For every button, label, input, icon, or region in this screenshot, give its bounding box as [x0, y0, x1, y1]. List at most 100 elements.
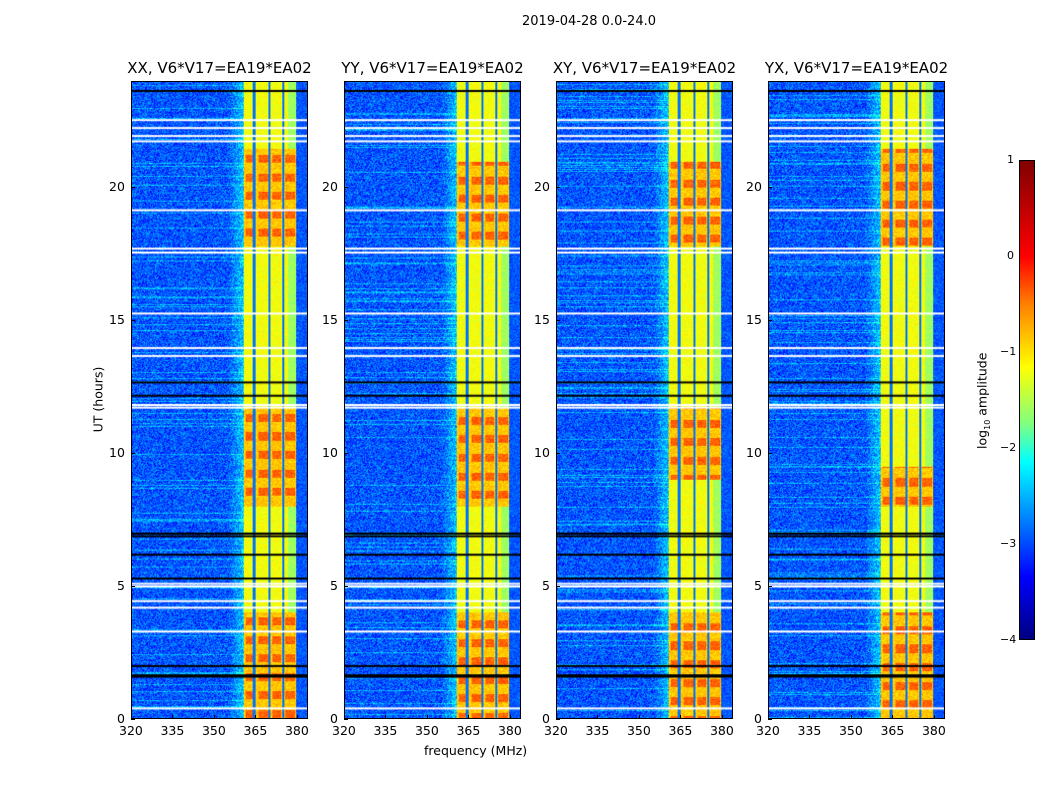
y-tick-mark: [768, 453, 772, 455]
x-tick-mark: [172, 715, 174, 719]
y-tick-mark: [344, 320, 348, 322]
y-tick-label: 0: [117, 711, 125, 726]
figure-title: 2019-04-28 0.0-24.0: [522, 14, 656, 29]
x-tick-mark: [213, 715, 215, 719]
y-tick-mark: [131, 719, 135, 720]
spectrogram-panel: [768, 81, 945, 719]
y-tick-mark: [131, 586, 135, 588]
x-tick-label: 365: [456, 723, 481, 738]
x-tick-label: 365: [880, 723, 905, 738]
colorbar-tick-label: −3: [1000, 537, 1017, 550]
x-tick-mark: [680, 715, 682, 719]
x-tick-mark: [721, 715, 723, 719]
colorbar-label: log10 amplitude: [974, 352, 992, 449]
y-tick-label: 5: [330, 578, 338, 594]
y-tick-mark: [344, 586, 348, 588]
x-tick-mark: [768, 715, 769, 719]
x-tick-label: 350: [201, 723, 226, 738]
y-tick-label: 10: [109, 445, 125, 461]
panel-title: YX, V6*V17=EA19*EA02: [764, 59, 949, 77]
x-tick-mark: [597, 715, 599, 719]
spectrogram-heatmap: [557, 82, 732, 718]
y-tick-label: 0: [754, 711, 762, 726]
x-tick-mark: [385, 715, 387, 719]
y-tick-mark: [344, 187, 348, 189]
y-tick-label: 5: [754, 578, 762, 594]
colorbar-tick-label: −2: [1000, 441, 1017, 454]
x-tick-label: 335: [160, 723, 185, 738]
y-tick-label: 5: [117, 578, 125, 594]
x-tick-label: 335: [585, 723, 610, 738]
y-tick-mark: [131, 187, 135, 189]
y-tick-mark: [344, 719, 348, 720]
y-tick-label: 0: [330, 711, 338, 726]
spectrogram-panel: [131, 81, 308, 719]
x-tick-label: 365: [243, 723, 268, 738]
y-tick-mark: [556, 719, 560, 720]
y-tick-label: 20: [322, 179, 338, 195]
x-tick-label: 350: [414, 723, 439, 738]
spectrogram-panel: [344, 81, 521, 719]
x-tick-label: 365: [668, 723, 693, 738]
y-tick-mark: [556, 453, 560, 455]
colorbar-tick-label: 0: [1007, 249, 1014, 262]
y-tick-label: 10: [746, 445, 762, 461]
spectrogram-panel: [556, 81, 733, 719]
y-tick-mark: [556, 187, 560, 189]
x-tick-mark: [892, 715, 894, 719]
y-tick-mark: [768, 320, 772, 322]
x-tick-label: 350: [626, 723, 651, 738]
y-tick-mark: [768, 719, 772, 720]
x-tick-mark: [809, 715, 811, 719]
y-axis-label: UT (hours): [90, 366, 106, 433]
x-tick-mark: [426, 715, 428, 719]
y-tick-label: 0: [542, 711, 550, 726]
x-tick-mark: [509, 715, 511, 719]
y-tick-mark: [131, 453, 135, 455]
y-tick-label: 15: [746, 312, 762, 328]
y-tick-label: 10: [322, 445, 338, 461]
y-tick-mark: [344, 453, 348, 455]
y-tick-label: 15: [534, 312, 550, 328]
y-tick-label: 10: [534, 445, 550, 461]
colorbar: [1019, 160, 1035, 640]
y-tick-label: 20: [534, 179, 550, 195]
colorbar-tick-label: 1: [1007, 153, 1014, 166]
x-tick-label: 320: [332, 723, 356, 738]
x-tick-label: 335: [797, 723, 822, 738]
panel-title: XX, V6*V17=EA19*EA02: [127, 59, 312, 77]
x-tick-mark: [255, 715, 257, 719]
x-tick-label: 380: [921, 723, 946, 738]
panel-title: YY, V6*V17=EA19*EA02: [341, 59, 524, 77]
y-tick-label: 15: [322, 312, 338, 328]
x-tick-label: 320: [119, 723, 143, 738]
x-tick-label: 320: [756, 723, 780, 738]
y-tick-mark: [131, 320, 135, 322]
x-tick-mark: [468, 715, 470, 719]
x-tick-mark: [850, 715, 852, 719]
spectrogram-heatmap: [345, 82, 520, 718]
colorbar-tick-label: −1: [1000, 345, 1017, 358]
x-tick-mark: [638, 715, 640, 719]
y-tick-mark: [768, 187, 772, 189]
spectrogram-heatmap: [769, 82, 944, 718]
x-tick-mark: [933, 715, 935, 719]
x-axis-label: frequency (MHz): [424, 743, 528, 758]
spectrogram-heatmap: [132, 82, 307, 718]
x-tick-mark: [296, 715, 298, 719]
y-tick-mark: [556, 320, 560, 322]
y-tick-label: 5: [542, 578, 550, 594]
y-tick-mark: [768, 586, 772, 588]
colorbar-tick-label: −4: [1000, 633, 1017, 646]
x-tick-mark: [556, 715, 557, 719]
x-tick-label: 380: [284, 723, 309, 738]
x-tick-mark: [131, 715, 132, 719]
y-tick-label: 20: [746, 179, 762, 195]
x-tick-label: 350: [838, 723, 863, 738]
x-tick-label: 320: [544, 723, 568, 738]
x-tick-mark: [344, 715, 345, 719]
x-tick-label: 380: [497, 723, 522, 738]
panel-title: XY, V6*V17=EA19*EA02: [552, 59, 737, 77]
x-tick-label: 335: [373, 723, 398, 738]
